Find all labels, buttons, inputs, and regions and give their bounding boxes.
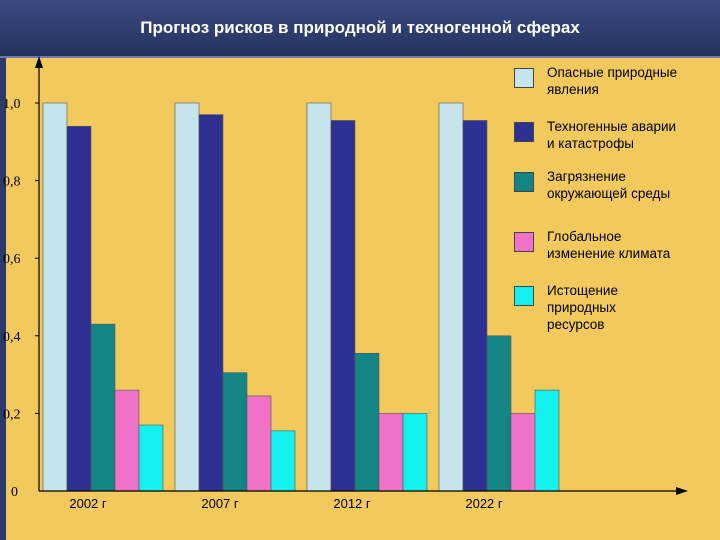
x-axis-arrow xyxy=(676,487,688,495)
bar-1-3 xyxy=(246,395,272,492)
x-tick-label: 2012 г xyxy=(333,496,371,511)
bar-3-3 xyxy=(510,413,536,492)
legend-label: Опасные природные явления xyxy=(547,65,678,97)
y-tick-label: 0,6 xyxy=(3,252,21,267)
legend-swatch xyxy=(514,232,534,252)
side-strip xyxy=(0,58,6,540)
bar-2-2 xyxy=(354,352,380,492)
axes-group xyxy=(35,56,688,495)
bar-2-0 xyxy=(306,102,332,492)
x-tick-label: 2022 г xyxy=(465,496,503,511)
legend-label: Истощение природных ресурсов xyxy=(547,283,618,332)
bar-1-2 xyxy=(222,372,248,492)
chart-title: Прогноз рисков в природной и техногенной… xyxy=(140,18,580,37)
legend-label: Загрязнение окружающей среды xyxy=(547,169,671,201)
bar-3-2 xyxy=(486,335,512,492)
bar-1-4 xyxy=(270,430,296,492)
bar-2-3 xyxy=(378,413,404,492)
legend-swatch xyxy=(514,122,534,142)
y-tick-label: 0,8 xyxy=(3,175,21,190)
y-tick-label: 1,0 xyxy=(3,97,21,112)
x-tick-label: 2002 г xyxy=(69,496,107,511)
title-bar: Прогноз рисков в природной и техногенной… xyxy=(0,0,720,58)
y-tick-label: 0,2 xyxy=(3,407,21,422)
bar-0-2 xyxy=(90,323,116,492)
bar-2-4 xyxy=(402,413,428,492)
x-tick-label: 2007 г xyxy=(201,496,239,511)
bar-0-0 xyxy=(42,102,68,492)
legend-swatch xyxy=(514,286,534,306)
legend-swatch xyxy=(514,172,534,192)
bar-3-4 xyxy=(534,389,560,492)
bar-0-1 xyxy=(66,125,92,492)
bar-0-4 xyxy=(138,424,164,492)
bar-1-0 xyxy=(174,102,200,492)
y-tick-label: 0 xyxy=(11,485,18,500)
legend-label: Техногенные аварии и катастрофы xyxy=(547,119,677,151)
legend-swatch xyxy=(514,68,534,88)
bar-3-0 xyxy=(438,102,464,492)
labels-group: 2002 г 2007 г 2012 г 2022 г 0 0,2 0,4 0,6 0,8 1,0 xyxy=(3,97,503,511)
legend-label: Глобальное изменение климата xyxy=(547,229,671,261)
y-tick-label: 0,4 xyxy=(3,330,21,345)
bar-0-3 xyxy=(114,389,140,492)
bar-3-1 xyxy=(462,120,488,492)
bar-2-1 xyxy=(330,120,356,492)
y-axis-arrow xyxy=(35,56,43,68)
bar-1-1 xyxy=(198,114,224,492)
bars-group xyxy=(42,102,560,492)
